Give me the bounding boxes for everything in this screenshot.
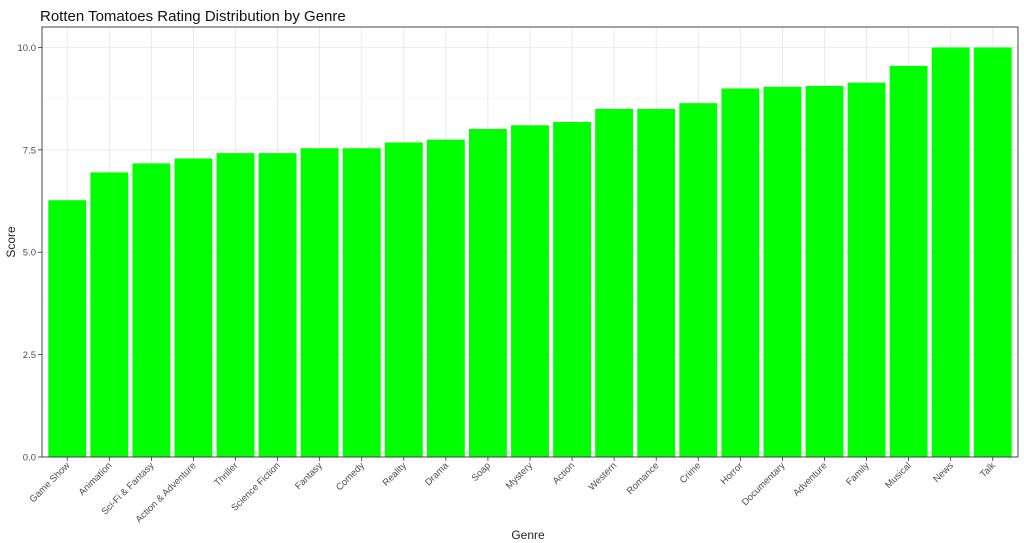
bar [426, 139, 465, 457]
bar [973, 47, 1012, 457]
bar [679, 103, 718, 458]
x-tick-label: Game Show [28, 460, 73, 505]
bar [805, 85, 844, 457]
x-tick-label: Thriller [212, 460, 240, 488]
bar [469, 128, 507, 457]
y-axis: 0.0 2.5 5.0 7.5 10.0 [18, 43, 42, 464]
bar [595, 108, 634, 458]
x-tick-label: News [931, 460, 956, 485]
y-axis-title: Score [4, 226, 18, 258]
bar [889, 65, 928, 458]
bar [342, 148, 381, 457]
bar [847, 82, 886, 457]
bar [132, 163, 171, 457]
x-tick-label: Drama [423, 460, 451, 488]
x-tick-label: Animation [77, 460, 115, 498]
bar [216, 153, 255, 457]
bar [511, 125, 549, 458]
bar [763, 86, 802, 458]
x-tick-label: Western [587, 460, 620, 493]
x-tick-label: Romance [625, 460, 662, 497]
x-tick-label: Reality [381, 460, 409, 488]
x-tick-label: Adventure [791, 460, 829, 498]
x-tick-label: Fantasy [293, 460, 325, 492]
x-axis-title: Genre [511, 528, 545, 542]
x-tick-label: Soap [470, 460, 493, 483]
bars [48, 47, 1012, 458]
x-tick-label: Family [844, 460, 872, 488]
y-tick-label: 10.0 [18, 43, 37, 54]
y-tick-label: 5.0 [23, 248, 36, 259]
x-tick-label: Horror [719, 460, 746, 487]
x-tick-label: Action [551, 460, 577, 486]
bar [300, 148, 339, 457]
bar [174, 158, 213, 457]
y-tick-label: 7.5 [23, 145, 36, 156]
x-tick-label: Talk [978, 460, 998, 480]
x-tick-label: Mystery [504, 460, 535, 491]
x-tick-label: Musical [883, 460, 914, 491]
bar [637, 108, 676, 458]
bar [553, 122, 591, 457]
bar [48, 200, 87, 457]
chart-title: Rotten Tomatoes Rating Distribution by G… [40, 8, 346, 25]
x-tick-label: Comedy [334, 460, 367, 493]
x-tick-label: Crime [678, 460, 704, 486]
bar [90, 172, 129, 457]
bar [931, 47, 970, 457]
bar [384, 142, 423, 457]
y-tick-label: 0.0 [23, 453, 36, 464]
y-tick-label: 2.5 [23, 350, 36, 361]
bar [721, 88, 760, 457]
x-tick-label: Documentary [740, 460, 788, 508]
bar [258, 153, 297, 457]
